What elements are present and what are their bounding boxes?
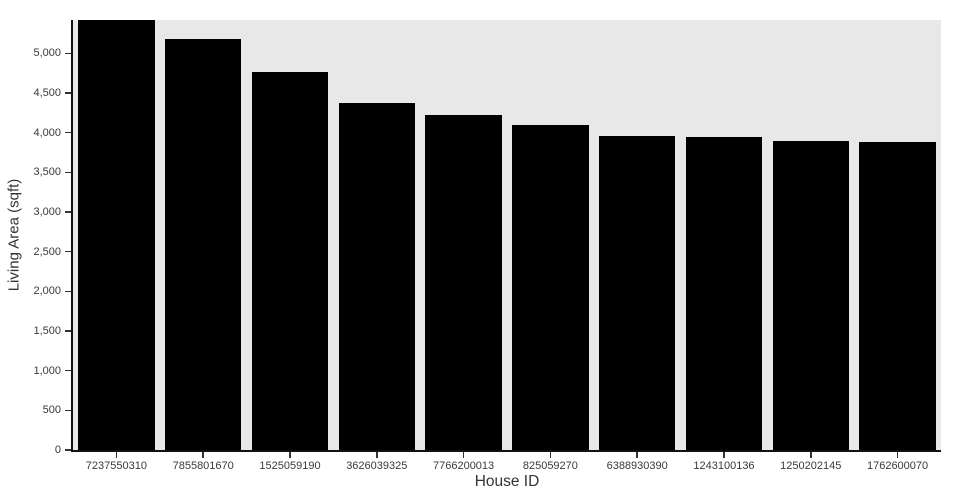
bar-6388930390	[598, 135, 676, 450]
y-tick-mark	[65, 369, 71, 372]
bar-1525059190	[251, 71, 329, 450]
x-tick: 7237550310	[73, 452, 160, 472]
x-tick: 7855801670	[160, 452, 247, 472]
bar-825059270	[512, 124, 589, 450]
x-tick-label: 1525059190	[259, 460, 321, 472]
plot-area	[73, 20, 941, 450]
y-tick-mark	[65, 409, 71, 412]
y-tick-mark	[65, 52, 71, 55]
y-axis-ticks: 0 500 1,000 1,500 2,000 2,500 3,000 3,500 4,000 4…	[0, 20, 71, 456]
y-tick-mark	[65, 330, 71, 332]
y-tick-label: 0	[54, 444, 61, 456]
bar-slot	[594, 20, 681, 450]
x-tick: 7766200013	[420, 452, 507, 472]
y-tick-label: 1,500	[33, 325, 61, 337]
x-tick-label: 1250202145	[780, 460, 842, 472]
y-tick-label: 2,500	[33, 245, 61, 258]
x-tick-label: 7237550310	[85, 460, 147, 472]
x-axis-title: House ID	[474, 473, 540, 490]
x-tick: 3626039325	[333, 452, 420, 472]
y-axis-line	[71, 20, 73, 452]
y-tick-label: 5,000	[33, 47, 61, 60]
y-tick-label: 4,500	[33, 87, 61, 99]
y-tick-label: 4,000	[33, 126, 61, 139]
x-axis-ticks: 7237550310 7855801670 1525059190 3626039325…	[73, 452, 941, 472]
x-tick: 1243100136	[681, 452, 768, 472]
bar-slot	[681, 20, 768, 450]
x-tick-label: 1243100136	[693, 460, 755, 472]
x-tick-mark	[462, 452, 465, 458]
bar-slot	[854, 20, 941, 450]
bar-slot	[420, 20, 507, 450]
y-tick-mark	[65, 250, 71, 253]
x-tick-mark	[723, 452, 725, 458]
x-tick: 1250202145	[767, 452, 854, 472]
bar-7237550310	[78, 20, 155, 450]
bars-group	[73, 20, 941, 450]
y-tick-label: 1,000	[33, 364, 61, 377]
y-tick-mark	[65, 92, 71, 94]
bar-slot	[160, 20, 247, 450]
bar-slot	[73, 20, 160, 450]
bar-slot	[333, 20, 420, 450]
x-tick-mark	[636, 452, 638, 458]
x-tick: 1525059190	[247, 452, 334, 472]
x-tick-label: 3626039325	[346, 460, 408, 472]
x-tick-label: 1762600070	[866, 460, 929, 472]
y-tick-mark	[65, 290, 71, 293]
x-axis-line	[71, 450, 941, 452]
bar-slot	[507, 20, 594, 450]
y-tick-mark	[65, 171, 71, 174]
y-tick-label: 3,500	[33, 166, 61, 179]
y-tick-mark	[65, 449, 71, 451]
y-tick-mark	[65, 131, 71, 134]
y-tick-mark	[65, 211, 71, 213]
bar-3626039325	[338, 102, 415, 450]
x-tick-mark	[376, 452, 378, 458]
bar-1243100136	[685, 136, 763, 450]
bar-7855801670	[165, 39, 242, 450]
bar-slot	[247, 20, 334, 450]
x-tick-mark	[810, 452, 812, 458]
x-tick-mark	[202, 452, 204, 458]
y-tick-label: 3,000	[33, 206, 61, 218]
x-tick-mark	[549, 452, 552, 458]
x-tick-mark	[115, 452, 118, 458]
x-tick-label: 6388930390	[606, 460, 668, 472]
x-tick-mark	[289, 452, 291, 458]
y-tick-label: 2,000	[33, 285, 61, 298]
bar-slot	[767, 20, 854, 450]
x-tick-mark	[896, 452, 899, 458]
x-tick-label: 825059270	[522, 460, 578, 472]
x-tick: 825059270	[507, 452, 594, 472]
bar-1250202145	[772, 140, 849, 450]
x-tick: 6388930390	[594, 452, 681, 472]
x-tick: 1762600070	[854, 452, 941, 472]
x-tick-label: 7766200013	[432, 460, 495, 472]
bar-7766200013	[425, 115, 502, 450]
x-tick-label: 7855801670	[172, 460, 234, 472]
y-tick-label: 500	[42, 404, 61, 417]
bar-1762600070	[859, 142, 936, 450]
